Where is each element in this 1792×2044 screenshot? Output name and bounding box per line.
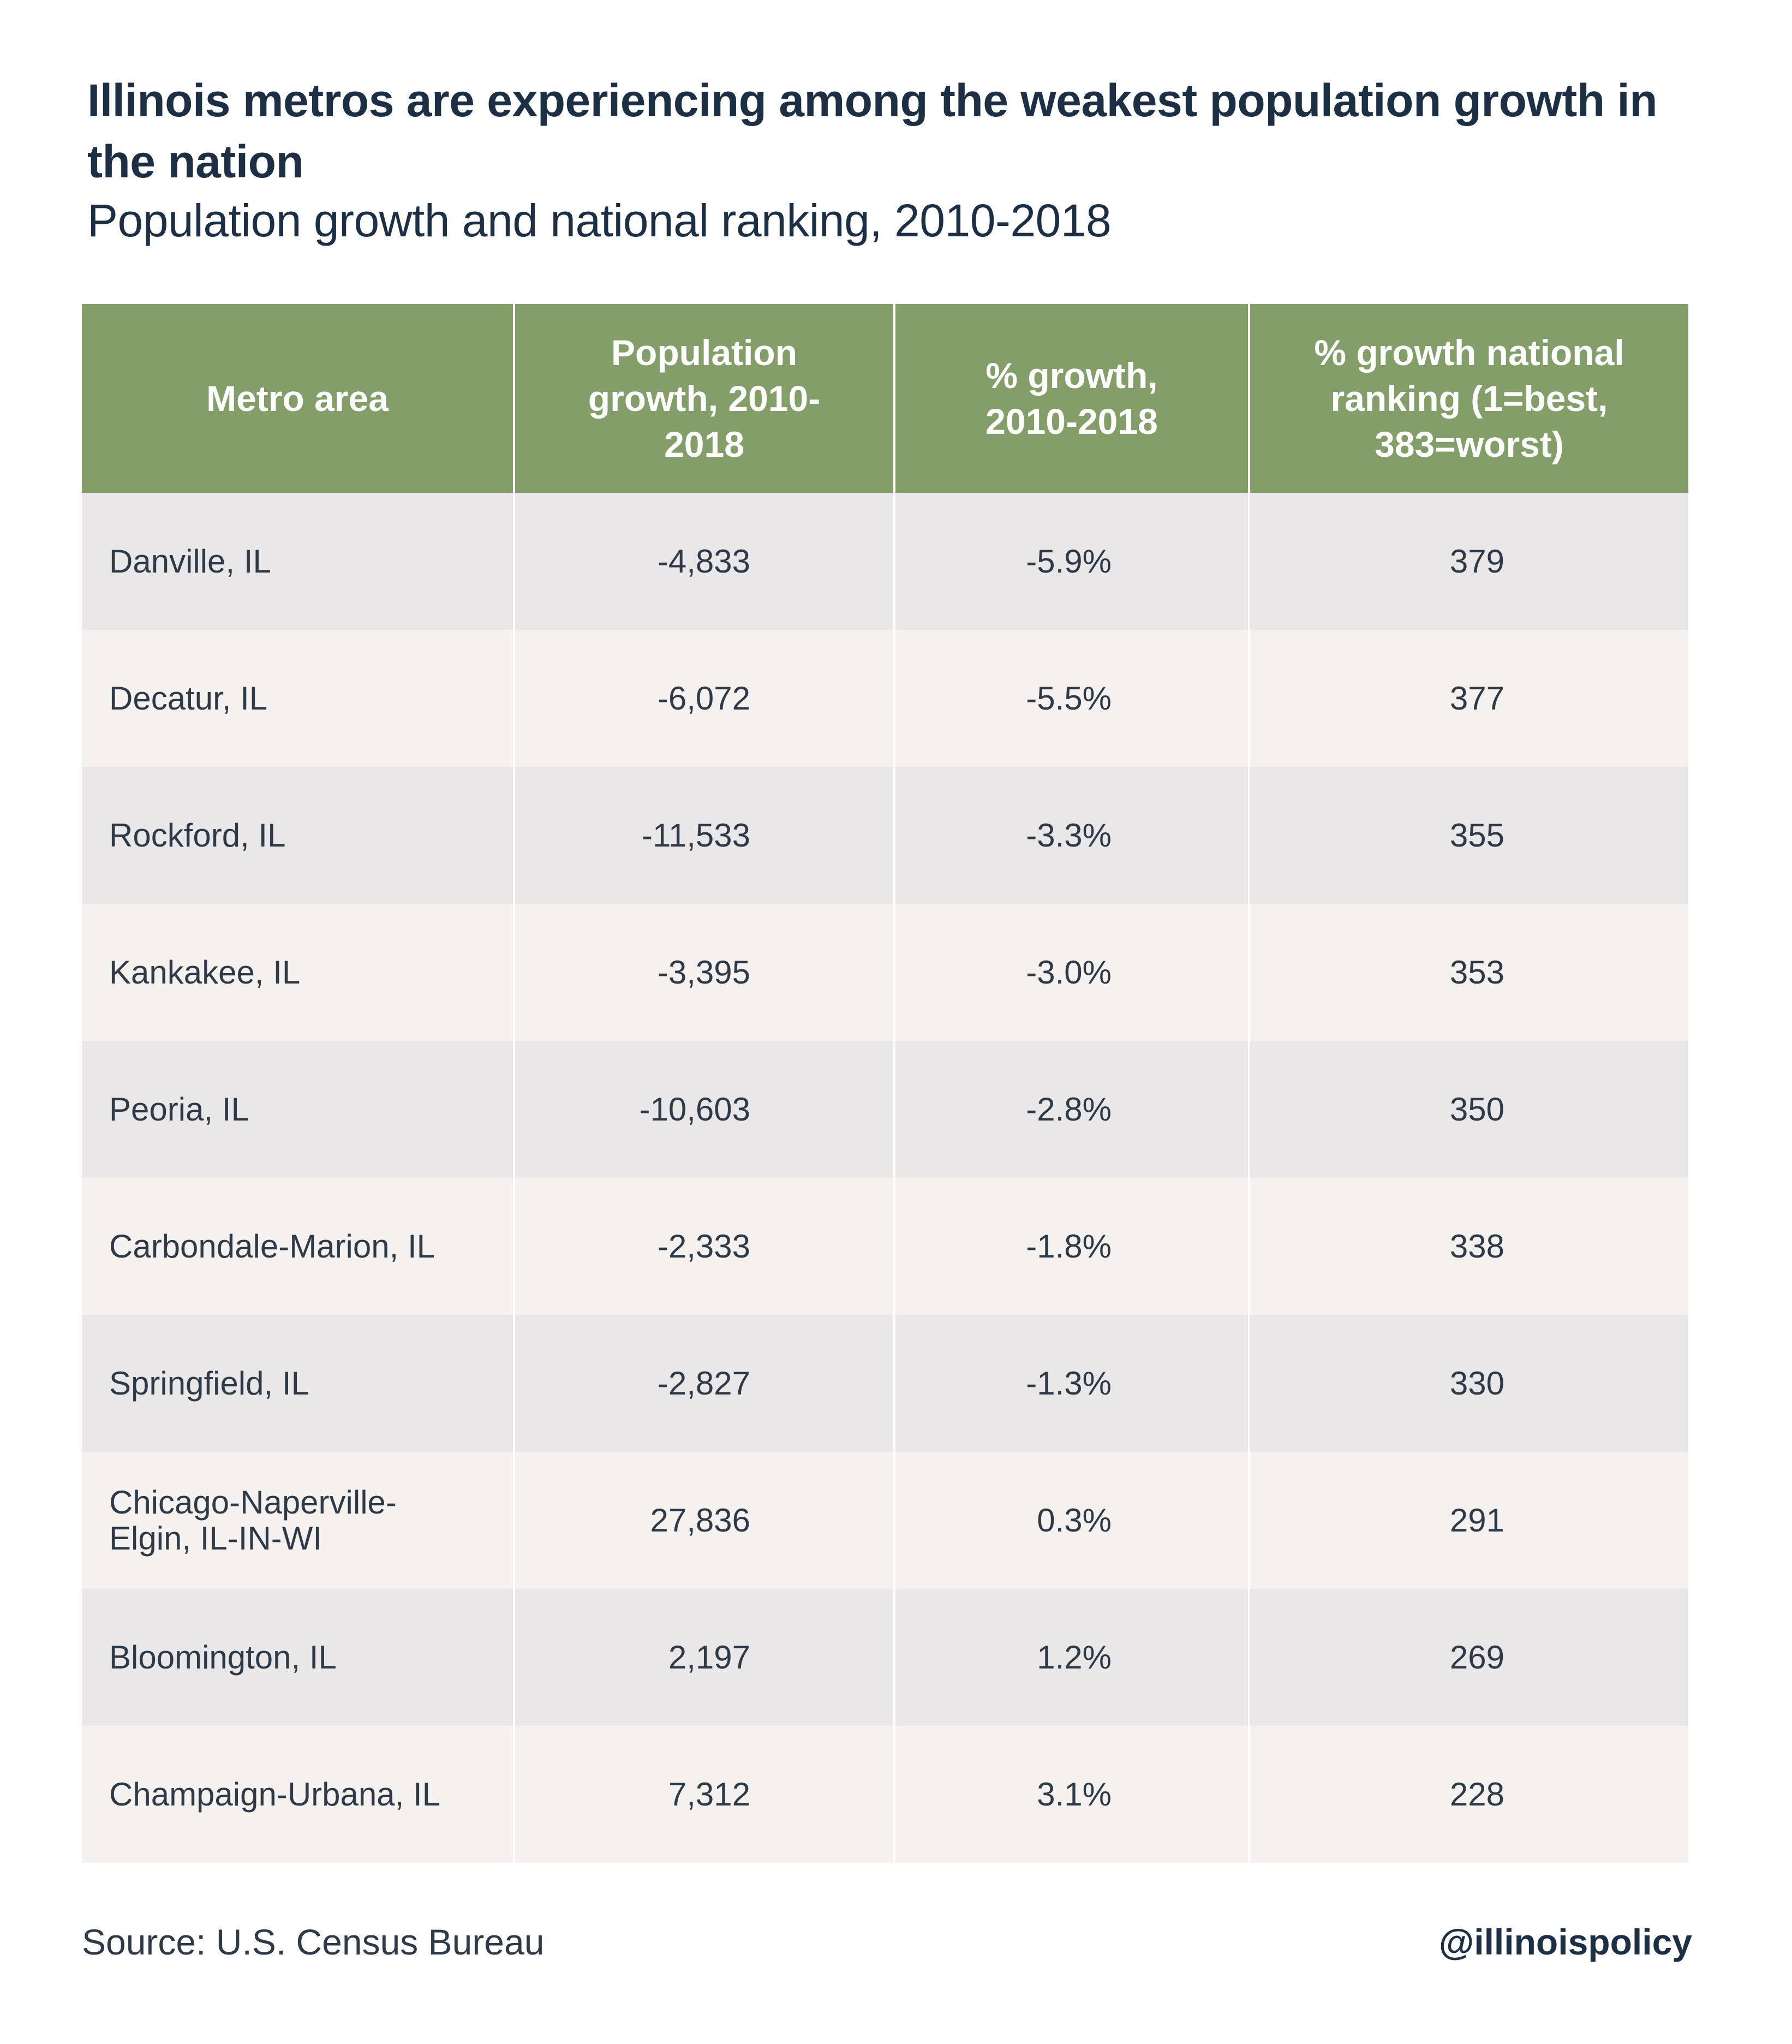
table-row: Springfield, IL -2,827 -1.3% 330 [82,1315,1688,1452]
source-note: Source: U.S. Census Bureau [82,1922,545,1962]
cell-national-ranking: 228 [1248,1726,1688,1863]
table-row: Decatur, IL -6,072 -5.5% 377 [82,630,1688,767]
header-percent-growth: % growth, 2010-2018 [893,304,1249,493]
cell-percent-growth: 3.1% [893,1726,1249,1863]
cell-national-ranking: 330 [1248,1315,1688,1452]
table-row: Danville, IL -4,833 -5.9% 379 [82,493,1688,630]
cell-population-growth: 27,836 [513,1452,894,1589]
cell-percent-growth: -1.3% [893,1315,1249,1452]
header-row: Metro area Population growth, 2010-2018 … [82,304,1688,493]
cell-metro-area: Chicago-Naperville-Elgin, IL-IN-WI [82,1452,514,1589]
header-national-ranking-text: % growth national ranking (1=best, 383=w… [1314,332,1624,464]
cell-metro-area: Peoria, IL [82,1041,514,1178]
cell-population-growth: -2,827 [513,1315,894,1452]
cell-population-growth: -11,533 [513,767,894,904]
cell-national-ranking: 355 [1248,767,1688,904]
cell-national-ranking: 291 [1248,1452,1688,1589]
cell-population-growth: 7,312 [513,1726,894,1863]
cell-percent-growth: -5.9% [893,493,1249,630]
cell-metro-area: Decatur, IL [82,630,514,767]
table-row: Kankakee, IL -3,395 -3.0% 353 [82,904,1688,1041]
metro-name-text: Rockford, IL [109,817,286,854]
cell-population-growth: -6,072 [513,630,894,767]
cell-national-ranking: 379 [1248,493,1688,630]
metro-name-text: Danville, IL [109,543,271,580]
table-body: Danville, IL -4,833 -5.9% 379 Decatur, IL -6,… [82,493,1688,1863]
header-metro-area: Metro area [82,304,514,493]
table-row: Chicago-Naperville-Elgin, IL-IN-WI 27,836… [82,1452,1688,1589]
table-row: Carbondale-Marion, IL -2,333 -1.8% 338 [82,1178,1688,1315]
cell-national-ranking: 353 [1248,904,1688,1041]
cell-national-ranking: 377 [1248,630,1688,767]
cell-population-growth: 2,197 [513,1589,894,1726]
cell-percent-growth: 0.3% [893,1452,1249,1589]
cell-metro-area: Rockford, IL [82,767,514,904]
metro-name-text: Bloomington, IL [109,1638,337,1676]
cell-metro-area: Champaign-Urbana, IL [82,1726,514,1863]
metro-name-text: Kankakee, IL [109,954,301,991]
cell-percent-growth: 1.2% [893,1589,1249,1726]
table-row: Peoria, IL -10,603 -2.8% 350 [82,1041,1688,1178]
header-percent-growth-text: % growth, 2010-2018 [985,355,1158,442]
cell-metro-area: Bloomington, IL [82,1589,514,1726]
cell-national-ranking: 338 [1248,1178,1688,1315]
metro-name-text: Carbondale-Marion, IL [109,1227,435,1265]
table-header: Metro area Population growth, 2010-2018 … [82,304,1688,493]
table-row: Champaign-Urbana, IL 7,312 3.1% 228 [82,1726,1688,1863]
header-population-growth-text: Population growth, 2010-2018 [588,332,821,464]
cell-metro-area: Carbondale-Marion, IL [82,1178,514,1315]
social-handle: @illinoispolicy [1438,1922,1692,1962]
metro-name-text: Peoria, IL [109,1090,249,1128]
cell-metro-area: Danville, IL [82,493,514,630]
chart-title: Illinois metros are experiencing among t… [87,75,1658,187]
cell-national-ranking: 269 [1248,1589,1688,1726]
metro-name-text: Chicago-Naperville-Elgin, IL-IN-WI [109,1483,397,1557]
cell-metro-area: Kankakee, IL [82,904,514,1041]
cell-population-growth: -3,395 [513,904,894,1041]
metro-name-text: Decatur, IL [109,680,268,717]
cell-national-ranking: 350 [1248,1041,1688,1178]
table-row: Bloomington, IL 2,197 1.2% 269 [82,1589,1688,1726]
header-population-growth: Population growth, 2010-2018 [513,304,894,493]
table-row: Rockford, IL -11,533 -3.3% 355 [82,767,1688,904]
cell-percent-growth: -2.8% [893,1041,1249,1178]
cell-population-growth: -4,833 [513,493,894,630]
cell-percent-growth: -5.5% [893,630,1249,767]
chart-subtitle: Population growth and national ranking, … [87,195,1112,246]
metro-name-text: Springfield, IL [109,1364,309,1402]
cell-percent-growth: -3.3% [893,767,1249,904]
metro-name-text: Champaign-Urbana, IL [109,1775,441,1813]
cell-percent-growth: -3.0% [893,904,1249,1041]
data-table: Metro area Population growth, 2010-2018 … [82,304,1688,1863]
data-table-container: Metro area Population growth, 2010-2018 … [82,304,1688,1863]
cell-metro-area: Springfield, IL [82,1315,514,1452]
header-national-ranking: % growth national ranking (1=best, 383=w… [1248,304,1688,493]
cell-population-growth: -2,333 [513,1178,894,1315]
cell-population-growth: -10,603 [513,1041,894,1178]
cell-percent-growth: -1.8% [893,1178,1249,1315]
